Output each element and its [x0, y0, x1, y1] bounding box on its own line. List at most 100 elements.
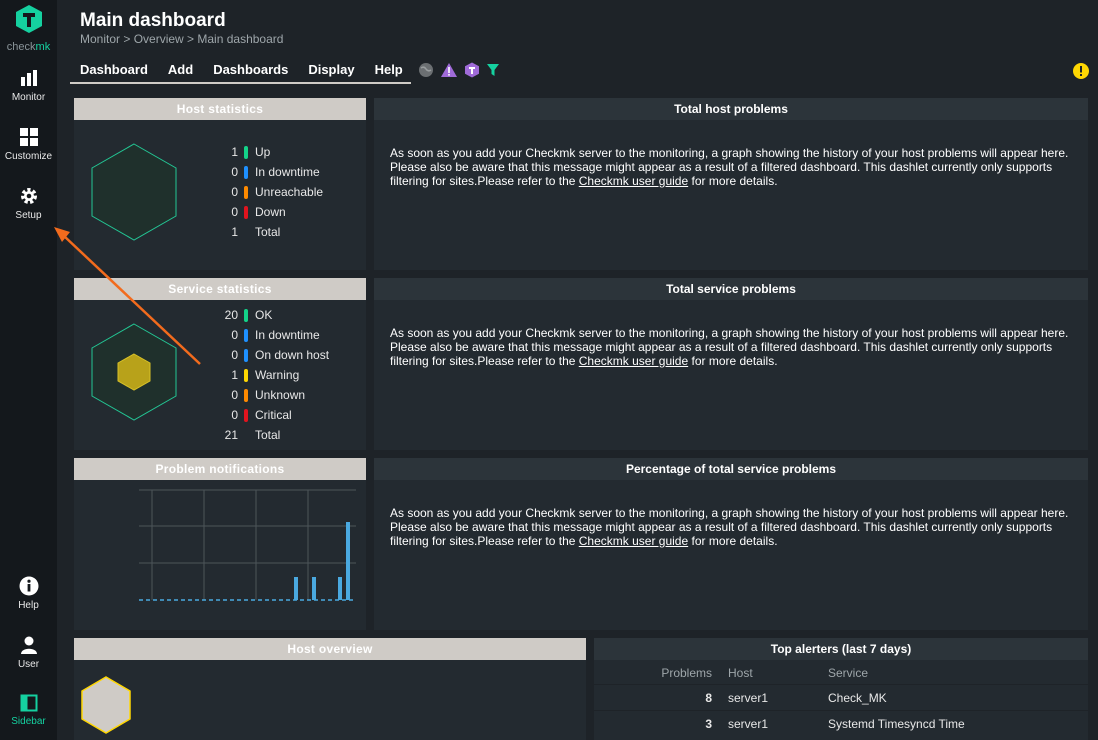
- service-cell[interactable]: Systemd Timesyncd Time: [828, 716, 965, 731]
- host-stat-unreachable[interactable]: 0 Unreachable: [216, 182, 323, 202]
- notification-bar[interactable]: [312, 577, 316, 600]
- status-bar: [244, 205, 248, 219]
- host-stat-label: Total: [255, 225, 281, 239]
- host-overview-title[interactable]: Host overview: [74, 638, 586, 660]
- host-overview-dashlet: Host overview: [74, 638, 586, 740]
- nav-help[interactable]: Help: [0, 576, 57, 611]
- notification-bar[interactable]: [338, 577, 342, 600]
- status-bar: [244, 165, 248, 179]
- status-bar: [244, 388, 248, 402]
- nav-setup-label: Setup: [15, 210, 42, 221]
- message-text: As soon as you add your Checkmk server t…: [390, 146, 1069, 188]
- user-guide-link[interactable]: Checkmk user guide: [578, 174, 689, 188]
- notification-bar[interactable]: [346, 522, 350, 600]
- problems-cell: 8: [705, 690, 712, 705]
- service-stat-unknown[interactable]: 0 Unknown: [216, 385, 329, 405]
- checkmk-logo-icon: [15, 5, 42, 33]
- host-stat-downtime[interactable]: 0 In downtime: [216, 162, 323, 182]
- percentage-service-problems-title: Percentage of total service problems: [374, 458, 1088, 480]
- host-stat-down[interactable]: 0 Down: [216, 202, 323, 222]
- table-row[interactable]: 3 server1 Systemd Timesyncd Time: [594, 710, 1088, 736]
- service-stat-total[interactable]: 21 Total: [216, 425, 329, 445]
- unacknowledged-werks-badge[interactable]: [1072, 62, 1090, 85]
- no-data-message: As soon as you add your Checkmk server t…: [390, 146, 1080, 188]
- service-hexagon-chart[interactable]: [88, 322, 180, 422]
- host-stat-label: Unreachable: [255, 185, 324, 199]
- service-stat-ok[interactable]: 20 OK: [216, 305, 329, 325]
- host-stat-label: Down: [255, 205, 286, 219]
- user-guide-link[interactable]: Checkmk user guide: [578, 354, 689, 368]
- info-icon: [19, 576, 38, 596]
- service-stat-warning[interactable]: 1 Warning: [216, 365, 329, 385]
- top-alerters-title: Top alerters (last 7 days): [594, 638, 1088, 660]
- menu-dashboards[interactable]: Dashboards: [213, 62, 289, 77]
- message-text: As soon as you add your Checkmk server t…: [390, 326, 1069, 368]
- brand-mk: mk: [35, 41, 51, 53]
- status-bar: [244, 408, 248, 422]
- menu-display[interactable]: Display: [308, 62, 355, 77]
- nav-user[interactable]: User: [0, 635, 57, 670]
- notification-bar[interactable]: [294, 577, 298, 600]
- nav-user-label: User: [17, 659, 40, 670]
- host-overview-hexagon[interactable]: [80, 676, 132, 734]
- notifications-bar-chart[interactable]: [134, 484, 364, 604]
- service-cell[interactable]: Check_MK: [828, 690, 887, 705]
- checkmk-hexagon-icon[interactable]: [464, 62, 480, 78]
- globe-icon[interactable]: [418, 62, 434, 78]
- service-stat-count: 0: [231, 328, 238, 342]
- host-stat-up[interactable]: 1 Up: [216, 142, 323, 162]
- warning-triangle-icon[interactable]: [440, 62, 458, 78]
- status-bar: [244, 429, 248, 442]
- problem-notifications-title[interactable]: Problem notifications: [74, 458, 366, 480]
- checkmk-logo[interactable]: checkmk: [0, 4, 57, 53]
- host-hexagon-chart[interactable]: [88, 142, 180, 242]
- service-stat-count: 0: [231, 388, 238, 402]
- menu-add[interactable]: Add: [167, 62, 194, 77]
- total-service-problems-dashlet: Total service problems As soon as you ad…: [374, 278, 1088, 450]
- service-stat-count: 20: [224, 308, 238, 322]
- column-problems[interactable]: Problems: [661, 666, 712, 680]
- total-host-problems-title: Total host problems: [374, 98, 1088, 120]
- nav-sidebar[interactable]: Sidebar: [0, 694, 57, 727]
- main-navigation: checkmk Monitor Customize Setup Help Use…: [0, 0, 57, 740]
- breadcrumb[interactable]: Monitor > Overview > Main dashboard: [80, 32, 284, 46]
- service-stat-label: Critical: [255, 408, 292, 422]
- host-statistics-dashlet: Host statistics 1 Up 0 In downtime 0 Unreac…: [74, 98, 366, 270]
- column-service[interactable]: Service: [828, 666, 869, 680]
- service-stat-label: On down host: [255, 348, 330, 362]
- menu-dashboard[interactable]: Dashboard: [80, 62, 148, 77]
- host-statistics-title[interactable]: Host statistics: [74, 98, 366, 120]
- nav-help-label: Help: [18, 600, 39, 611]
- host-cell[interactable]: server1: [728, 690, 769, 705]
- top-alerters-table: Problems Host Service 8 server1 Check_MK…: [594, 662, 1088, 736]
- service-statistics-title[interactable]: Service statistics: [74, 278, 366, 300]
- table-header: Problems Host Service: [594, 662, 1088, 684]
- host-stat-count: 1: [231, 225, 238, 239]
- host-cell[interactable]: server1: [728, 716, 769, 731]
- service-stat-on-down-host[interactable]: 0 On down host: [216, 345, 329, 365]
- service-stat-critical[interactable]: 0 Critical: [216, 405, 329, 425]
- status-bar: [244, 308, 248, 322]
- nav-setup[interactable]: Setup: [0, 186, 57, 221]
- menu-help[interactable]: Help: [374, 62, 403, 77]
- service-stat-count: 21: [224, 428, 238, 442]
- nav-monitor[interactable]: Monitor: [0, 68, 57, 103]
- column-host[interactable]: Host: [728, 666, 753, 680]
- status-bar: [244, 328, 248, 342]
- host-stat-label: Up: [255, 145, 271, 159]
- service-stat-label: In downtime: [255, 328, 320, 342]
- table-row[interactable]: 8 server1 Check_MK: [594, 684, 1088, 710]
- service-stat-downtime[interactable]: 0 In downtime: [216, 325, 329, 345]
- nav-customize[interactable]: Customize: [0, 127, 57, 162]
- gear-icon: [20, 188, 37, 204]
- bar-chart-icon: [20, 70, 37, 86]
- total-service-problems-title: Total service problems: [374, 278, 1088, 300]
- status-bar: [244, 348, 248, 362]
- filter-icon[interactable]: [486, 62, 500, 78]
- user-guide-link[interactable]: Checkmk user guide: [578, 534, 689, 548]
- host-stat-total[interactable]: 1 Total: [216, 222, 323, 242]
- sidebar-toggle-icon: [20, 694, 37, 712]
- message-text: As soon as you add your Checkmk server t…: [390, 506, 1069, 548]
- service-stat-count: 0: [231, 408, 238, 422]
- page-menu-bar: Dashboard Add Dashboards Display Help: [70, 58, 411, 84]
